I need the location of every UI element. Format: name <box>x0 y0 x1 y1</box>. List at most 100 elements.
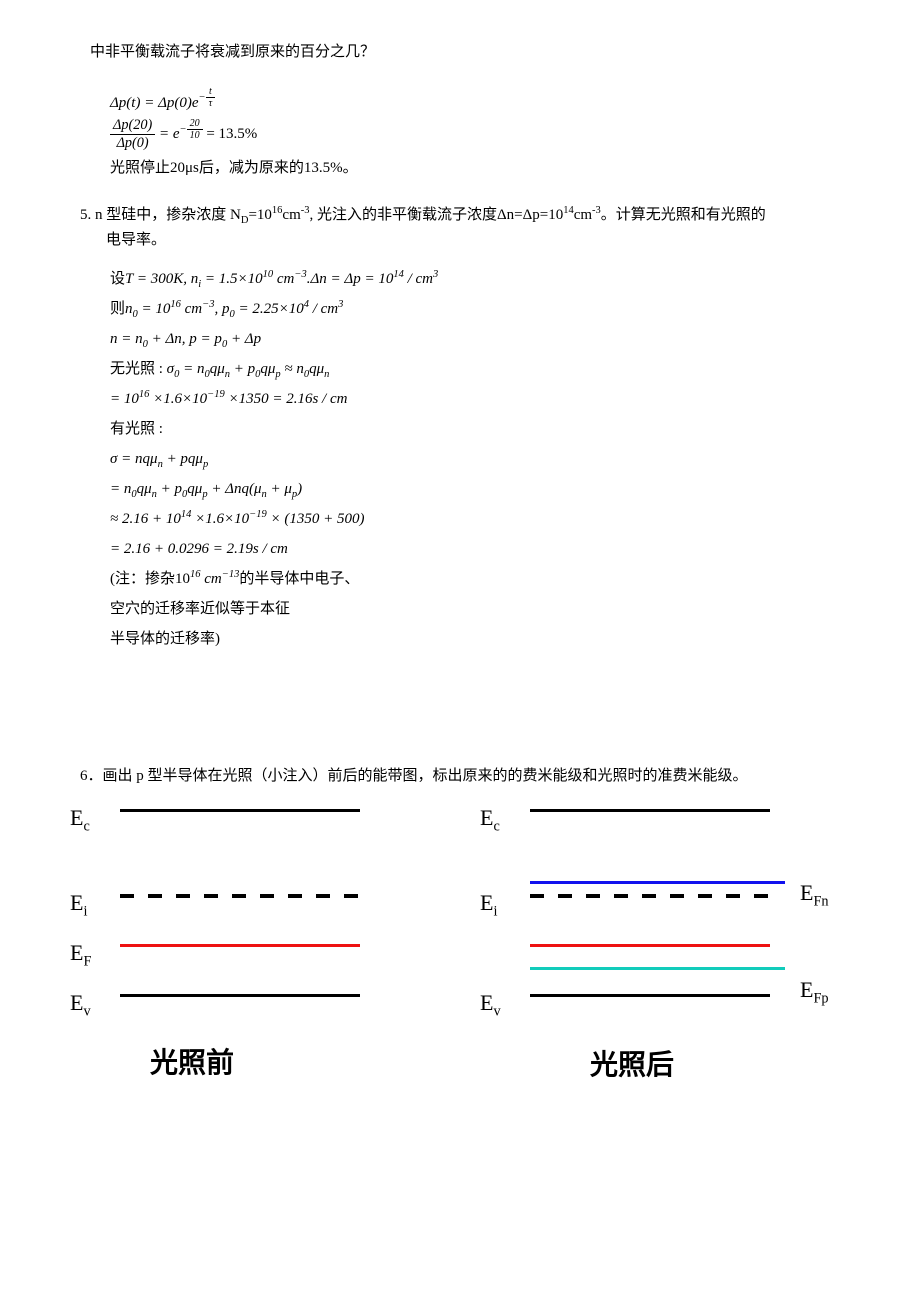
t: qμ <box>210 361 225 377</box>
t: qμ <box>309 361 324 377</box>
p5-text: n 型硅中，掺杂浓度 N <box>95 207 241 223</box>
s5-l6: 有光照 : <box>110 414 870 444</box>
p6-text: 画出 p 型半导体在光照（小注入）前后的能带图，标出原来的的费米能级和光照时的准… <box>103 768 748 784</box>
t: qμ <box>260 361 275 377</box>
band-line-Ec <box>530 809 770 812</box>
sup: 10 <box>263 269 274 280</box>
s5-l11: (注：掺杂1016 cm−13的半导体中电子、 <box>110 564 870 594</box>
t: = 10 <box>110 391 139 407</box>
sup: 16 <box>190 569 201 580</box>
sup: 14 <box>393 269 404 280</box>
t: 无光照 : <box>110 361 167 377</box>
t: = 1.5×10 <box>201 271 263 287</box>
t: ≈ 2.16 + 10 <box>110 511 181 527</box>
sub: p <box>203 459 208 470</box>
sub: n <box>324 369 329 380</box>
t: n <box>125 301 133 317</box>
sup: -3 <box>592 205 601 216</box>
t: qμ <box>137 481 152 497</box>
sup: −3 <box>294 269 306 280</box>
t: = 2.25×10 <box>235 301 304 317</box>
t: + p <box>230 361 255 377</box>
s5-l13: 半导体的迁移率) <box>110 624 870 654</box>
t: ≈ n <box>281 361 304 377</box>
eq-exp: −2010 <box>180 124 203 135</box>
t: + μ <box>267 481 292 497</box>
intro-text: 中非平衡载流子将衰减到原来的百分之几？ <box>90 44 375 60</box>
diagram-caption: 光照后 <box>590 1041 674 1089</box>
t: 则 <box>110 301 125 317</box>
problem5: 5. n 型硅中，掺杂浓度 ND=1016cm-3, 光注入的非平衡载流子浓度Δ… <box>80 203 870 254</box>
s5-l1: 设T = 300K, ni = 1.5×1010 cm−3.Δn = Δp = … <box>110 264 870 294</box>
frac-num: Δp(20) <box>110 117 155 135</box>
t: , p <box>214 301 229 317</box>
fraction: Δp(20)Δp(0) <box>110 117 155 152</box>
t: , 光注入的非平衡载流子浓度Δn=Δp=10 <box>309 207 563 223</box>
t: ) <box>297 481 302 497</box>
t: qμ <box>187 481 202 497</box>
band-diagram-before: Ec Ei EF Ev 光照前 <box>50 799 430 1099</box>
t: cm <box>273 271 294 287</box>
band-diagram-after: EcEiEvEFnEFp光照后 <box>460 799 840 1099</box>
sup: 3 <box>433 269 438 280</box>
solution4: Δp(t) = Δp(0)e−tτ Δp(20)Δp(0) = e−2010 =… <box>110 86 870 183</box>
sup: −19 <box>249 509 267 520</box>
band-label-Ev: Ev <box>480 984 501 1021</box>
sup: 16 <box>272 205 283 216</box>
t: = n <box>110 481 131 497</box>
t: = 10 <box>138 301 171 317</box>
band-diagrams: Ec Ei EF Ev 光照前 Ec Ei Ev EFn EFp 光照后 <box>50 799 870 1099</box>
t: 的半导体中电子、 <box>239 571 359 587</box>
frac-num: 20 <box>187 118 203 131</box>
s5-l8: = n0qμn + p0qμp + Δnq(μn + μp) <box>110 474 870 504</box>
sup: −19 <box>207 389 225 400</box>
t: cm <box>181 301 202 317</box>
band-line-Ev <box>120 994 360 997</box>
problem6: 6．画出 p 型半导体在光照（小注入）前后的能带图，标出原来的的费米能级和光照时… <box>80 764 870 790</box>
solution5: 设T = 300K, ni = 1.5×1010 cm−3.Δn = Δp = … <box>110 264 870 654</box>
eq-line2: Δp(20)Δp(0) = e−2010 = 13.5% <box>110 117 870 152</box>
t: .Δn = Δp = 10 <box>307 271 394 287</box>
band-line-EF <box>530 944 770 947</box>
t: 。计算无光照和有光照的 <box>601 207 766 223</box>
t: ×1350 = 2.16s / cm <box>225 391 348 407</box>
eq-text: = 13.5% <box>203 126 258 142</box>
s5-l2: 则n0 = 1016 cm−3, p0 = 2.25×104 / cm3 <box>110 294 870 324</box>
band-line-Ec <box>120 809 360 812</box>
s5-l9: ≈ 2.16 + 1014 ×1.6×10−19 × (1350 + 500) <box>110 504 870 534</box>
sup: 14 <box>563 205 574 216</box>
sup: 16 <box>170 299 181 310</box>
question-intro: 中非平衡载流子将衰减到原来的百分之几？ <box>90 40 870 66</box>
s5-l5: = 1016 ×1.6×10−19 ×1350 = 2.16s / cm <box>110 384 870 414</box>
problem-number: 5. <box>80 207 95 223</box>
band-label-Ev: Ev <box>70 984 91 1021</box>
eq-line3: 光照停止20μs后，减为原来的13.5%。 <box>110 153 870 183</box>
sup: 16 <box>139 389 150 400</box>
s5-l7: σ = nqμn + pqμp <box>110 444 870 474</box>
band-label-EFp: EFp <box>800 971 829 1008</box>
eq-text: = e <box>155 126 179 142</box>
band-label-EFn: EFn <box>800 874 829 911</box>
s5-l3: n = n0 + Δn, p = p0 + Δp <box>110 324 870 354</box>
band-label-EF: EF <box>70 934 91 971</box>
t: ×1.6×10 <box>191 511 249 527</box>
t: / cm <box>404 271 433 287</box>
band-line-EF <box>120 944 360 947</box>
t: T = 300K, n <box>125 271 198 287</box>
band-label-Ec: Ec <box>480 799 500 836</box>
t: n = n <box>110 331 143 347</box>
t: 设 <box>110 271 125 287</box>
band-line-Ei <box>120 894 360 898</box>
t: cm <box>201 571 222 587</box>
sup: 14 <box>181 509 192 520</box>
band-label-Ec: Ec <box>70 799 90 836</box>
t: cm <box>574 207 592 223</box>
p5-indent: 电导率。 <box>106 228 870 254</box>
diagram-caption: 光照前 <box>150 1039 234 1087</box>
t: + Δn, p = p <box>148 331 222 347</box>
t: × (1350 + 500) <box>267 511 365 527</box>
band-label-Ei: Ei <box>70 884 87 921</box>
eq-text: Δp(t) = Δp(0)e <box>110 94 199 110</box>
band-line-EFn <box>530 881 785 884</box>
t: ×1.6×10 <box>149 391 207 407</box>
